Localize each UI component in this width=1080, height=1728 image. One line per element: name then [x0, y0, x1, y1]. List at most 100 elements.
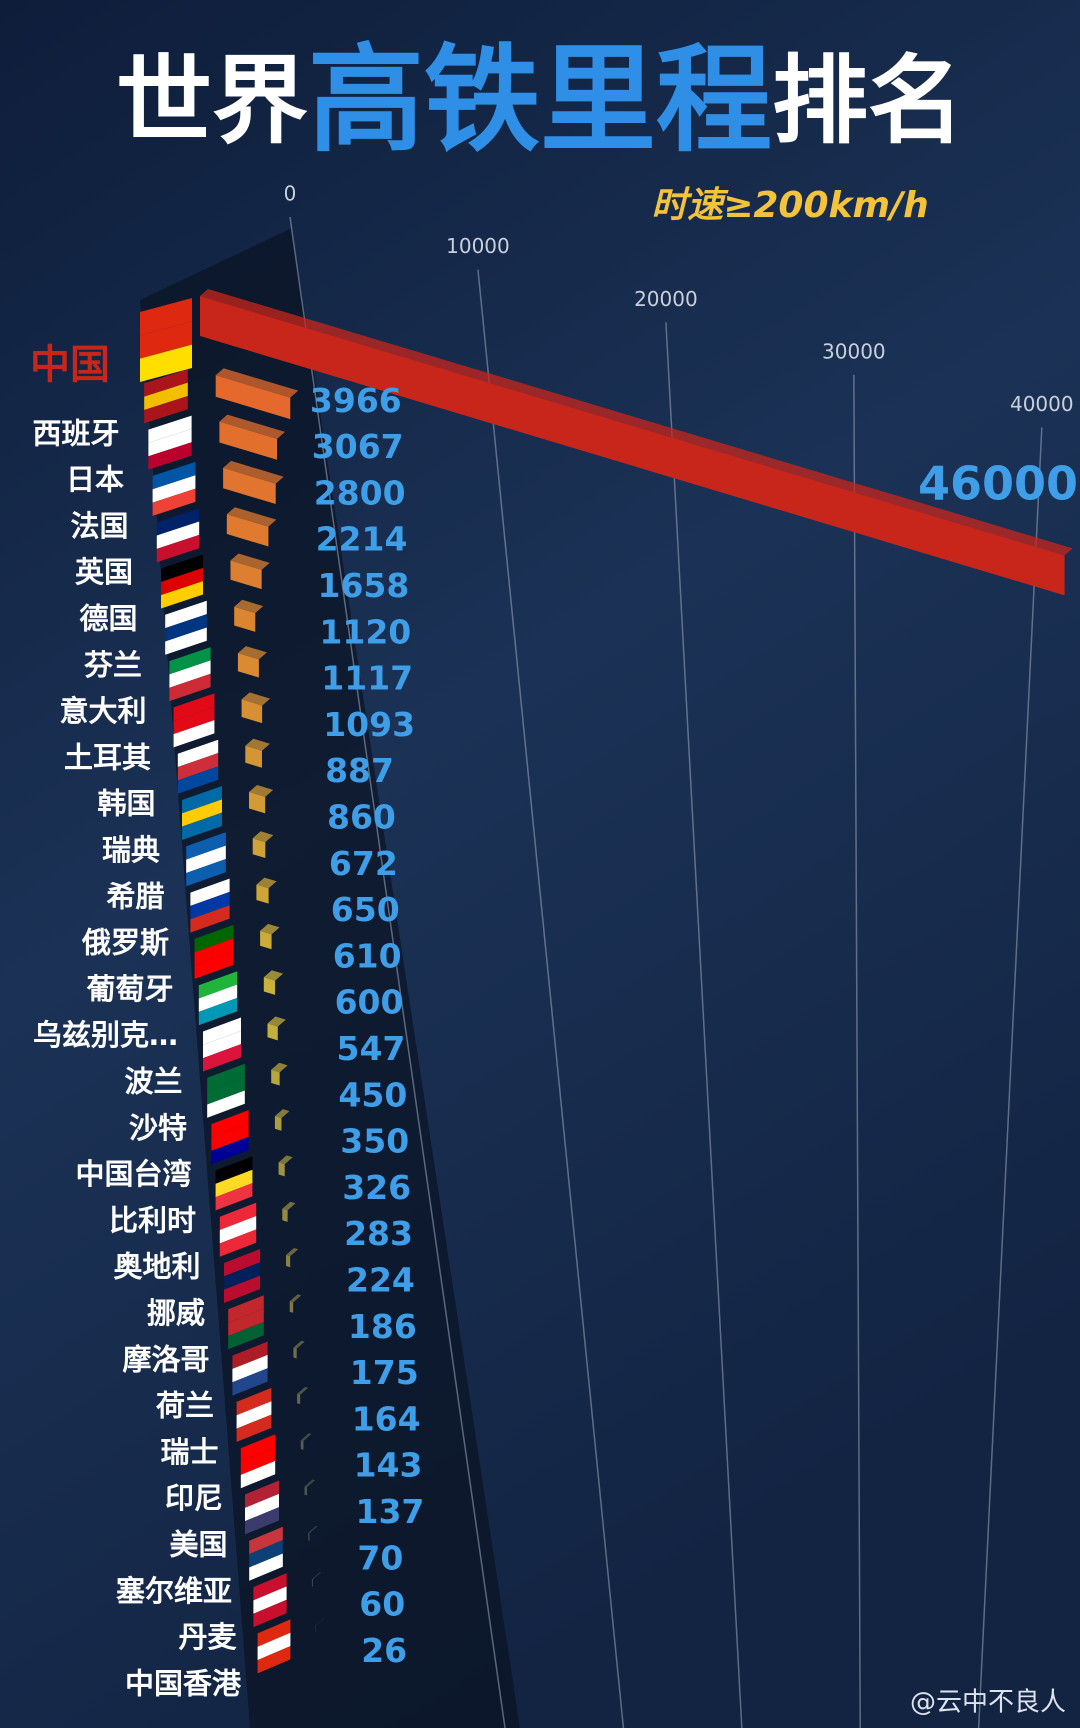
category-label: 中国香港 [125, 1666, 242, 1700]
flag [165, 600, 207, 629]
bar-top [252, 831, 274, 843]
bar [249, 792, 266, 814]
bar-top [282, 1201, 296, 1211]
flag [190, 891, 230, 920]
value-label: 1117 [321, 659, 413, 698]
bar [219, 421, 278, 460]
flag [177, 739, 219, 768]
bar [230, 560, 262, 590]
x-tick-label: 30000 [822, 339, 886, 363]
flag [232, 1368, 268, 1396]
flag [236, 1401, 272, 1429]
category-label: 中国台湾 [75, 1157, 191, 1191]
flag [219, 1229, 257, 1257]
value-label: 860 [327, 798, 396, 837]
flag [253, 1586, 287, 1614]
value-label: 3966 [310, 381, 402, 420]
category-label: 希腊 [106, 879, 164, 913]
value-label: 175 [350, 1353, 419, 1392]
bar [311, 1579, 314, 1587]
flag [144, 382, 188, 410]
bar-top [267, 1016, 286, 1027]
flag [177, 753, 219, 781]
flag [190, 878, 230, 906]
category-label: 意大利 [59, 694, 146, 728]
bar-top [256, 877, 277, 889]
bar [308, 1532, 310, 1541]
bar [297, 1393, 301, 1405]
flag [215, 1169, 253, 1198]
flag [182, 799, 222, 827]
category-label: 摩洛哥 [122, 1342, 209, 1376]
flag [198, 971, 238, 999]
flag [161, 567, 203, 596]
flag [194, 938, 234, 966]
bar [200, 296, 1065, 596]
subtitle: 时速≥200km/h [651, 185, 929, 226]
category-label: 塞尔维亚 [116, 1574, 232, 1608]
bar [241, 699, 263, 724]
flag [236, 1387, 272, 1416]
bar [278, 1162, 285, 1177]
flag [203, 1017, 241, 1045]
flag [245, 1507, 279, 1535]
bar-top [234, 599, 264, 614]
bar-top [293, 1340, 305, 1349]
bar-top [200, 289, 1073, 556]
value-label: 46000 [918, 457, 1078, 511]
flag [211, 1136, 249, 1165]
bar [260, 930, 272, 950]
flag [215, 1183, 253, 1211]
flag [253, 1599, 287, 1628]
bar [304, 1486, 308, 1496]
bar-top [226, 507, 277, 527]
category-label: 奥地利 [113, 1250, 200, 1284]
bar-top [286, 1248, 299, 1257]
value-label: 600 [335, 983, 404, 1022]
category-label: 法国 [70, 509, 128, 543]
flag [148, 428, 192, 457]
flag [156, 534, 200, 563]
flag [156, 521, 200, 549]
flag [169, 660, 211, 688]
bar-top [230, 553, 270, 570]
flag [232, 1354, 268, 1383]
category-label: 德国 [79, 602, 137, 636]
value-label: 672 [329, 844, 398, 883]
plot: 0 10000 20000 30000 40000 中国 46000 西班牙 3966 日本 306… [30, 182, 1078, 1728]
flag [215, 1156, 253, 1184]
value-label: 186 [348, 1307, 417, 1346]
bar-top [289, 1294, 302, 1303]
bar [267, 1023, 278, 1041]
bar-top [223, 460, 284, 484]
watermark: @云中不良人 [910, 1688, 1066, 1718]
flag [140, 344, 192, 382]
value-label: 547 [337, 1029, 406, 1068]
flag [224, 1275, 260, 1303]
value-label: 326 [342, 1168, 411, 1207]
bar [274, 1116, 282, 1131]
flag [152, 475, 196, 503]
category-label: 瑞士 [160, 1435, 218, 1469]
flag [240, 1434, 276, 1462]
bar [300, 1440, 304, 1450]
bar [286, 1255, 291, 1268]
category-label: 荷兰 [156, 1389, 214, 1423]
bar [256, 884, 269, 904]
category-label: 沙特 [129, 1111, 187, 1145]
bar [226, 514, 269, 547]
value-label: 3067 [312, 427, 404, 466]
bar-top [215, 368, 299, 398]
flag [219, 1202, 257, 1231]
category-label: 丹麦 [178, 1620, 237, 1654]
flag [152, 461, 196, 490]
bar-top [308, 1525, 318, 1534]
category-label: 中国 [30, 342, 110, 388]
value-label: 1120 [319, 612, 411, 651]
flag [148, 442, 192, 470]
flag [198, 997, 238, 1026]
value-label: 70 [357, 1538, 403, 1577]
category-label: 日本 [66, 463, 124, 497]
category-label: 挪威 [147, 1296, 205, 1330]
